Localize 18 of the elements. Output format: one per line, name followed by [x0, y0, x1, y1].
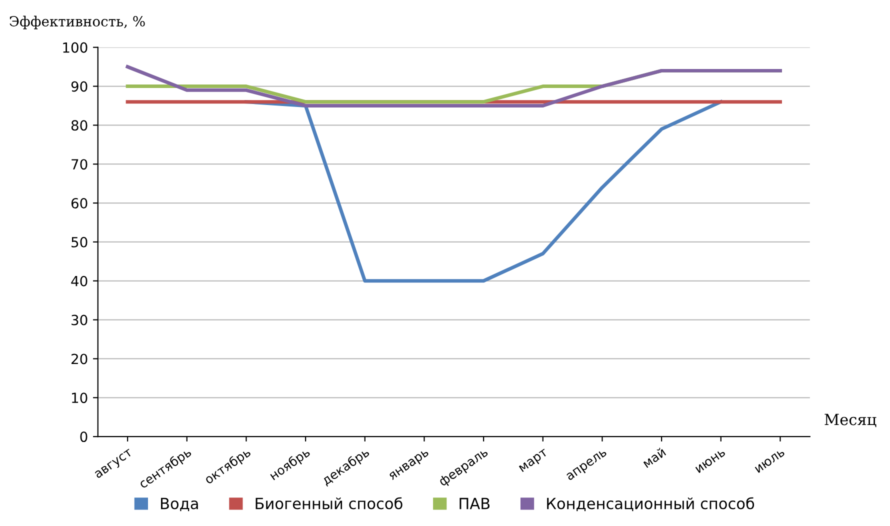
y-tick-label: 10 — [72, 392, 88, 404]
y-tick-label: 50 — [72, 236, 88, 248]
y-tick-label: 60 — [71, 198, 88, 209]
x-tick-label: май — [642, 447, 666, 468]
legend-label: ПАВ — [460, 498, 490, 510]
y-tick-label: 100 — [63, 42, 88, 53]
legend-label: Конденсационный способ — [547, 497, 754, 512]
legend-label: Вода — [161, 498, 198, 512]
y-axis-title: Эффективность, % — [10, 16, 145, 30]
y-tick-label: 80 — [71, 120, 88, 131]
y-tick-label: 0 — [80, 432, 88, 442]
y-tick-label: 70 — [72, 159, 88, 170]
legend-label: Биогенный способ — [256, 497, 402, 510]
y-tick-label: 30 — [72, 314, 88, 326]
y-tick-label: 40 — [71, 276, 88, 286]
y-tick-label: 90 — [71, 81, 88, 92]
y-tick-label: 20 — [72, 354, 88, 364]
x-axis-title: Месяц — [824, 414, 876, 428]
